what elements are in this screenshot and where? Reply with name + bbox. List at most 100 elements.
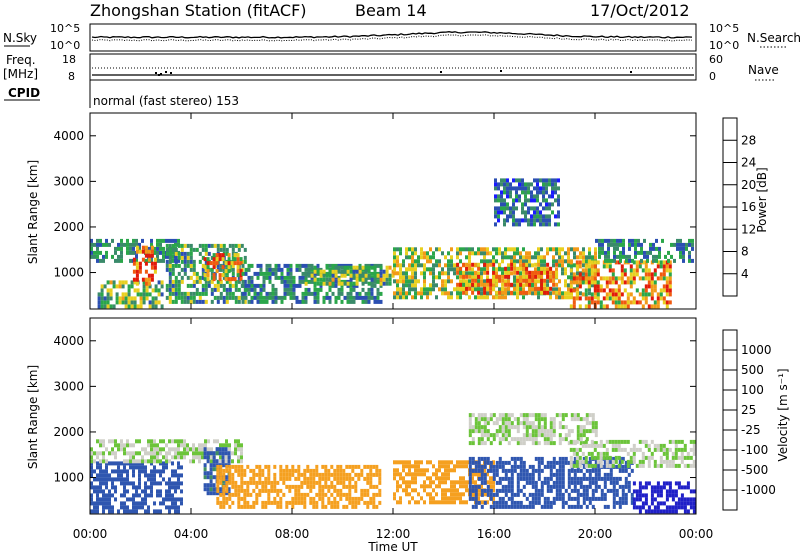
echo-cell xyxy=(376,279,380,284)
echo-cell xyxy=(333,476,337,481)
echo-cell xyxy=(215,459,219,464)
echo-cell xyxy=(177,455,180,460)
echo-cell xyxy=(637,238,640,243)
echo-cell xyxy=(480,287,483,292)
power-colorbar-tick-label: 8 xyxy=(741,245,749,259)
echo-cell xyxy=(183,291,187,296)
echo-cell xyxy=(327,496,331,501)
echo-cell xyxy=(679,246,682,251)
echo-cell xyxy=(253,295,257,300)
echo-cell xyxy=(518,186,521,191)
echo-cell xyxy=(168,287,172,292)
echo-cell xyxy=(240,447,243,452)
echo-cell xyxy=(497,186,500,191)
echo-cell xyxy=(435,492,438,497)
echo-cell xyxy=(165,493,168,498)
echo-cell xyxy=(588,456,592,461)
echo-cell xyxy=(512,218,515,223)
echo-cell xyxy=(540,263,543,268)
echo-cell xyxy=(315,464,319,469)
echo-cell xyxy=(552,255,555,260)
echo-cell xyxy=(483,464,487,469)
echo-cell xyxy=(510,472,514,477)
echo-cell xyxy=(148,292,152,297)
echo-cell xyxy=(483,480,487,485)
echo-cell xyxy=(228,480,232,485)
echo-cell xyxy=(396,488,399,493)
echo-cell xyxy=(96,505,99,510)
echo-cell xyxy=(686,501,690,506)
echo-cell xyxy=(204,279,208,284)
echo-cell xyxy=(144,245,148,250)
echo-cell xyxy=(369,468,373,473)
echo-cell xyxy=(624,480,628,485)
echo-cell xyxy=(554,198,557,203)
echo-cell xyxy=(530,194,533,199)
echo-cell xyxy=(180,473,183,478)
echo-cell xyxy=(144,493,147,498)
echo-cell xyxy=(623,439,627,444)
echo-cell xyxy=(408,484,411,489)
echo-cell xyxy=(630,468,634,473)
echo-cell xyxy=(510,464,514,469)
echo-cell xyxy=(647,280,651,285)
echo-cell xyxy=(246,488,250,493)
echo-cell xyxy=(632,260,636,265)
echo-cell xyxy=(274,291,278,296)
nave-label: Nave xyxy=(748,63,779,77)
echo-cell xyxy=(590,268,594,273)
echo-cell xyxy=(120,254,123,259)
echo-cell xyxy=(312,468,316,473)
echo-cell xyxy=(304,263,308,268)
echo-cell xyxy=(135,451,138,456)
echo-cell xyxy=(426,484,429,489)
echo-cell xyxy=(180,481,183,486)
echo-cell xyxy=(536,186,539,191)
echo-cell xyxy=(629,447,633,452)
echo-cell xyxy=(489,259,492,264)
echo-cell xyxy=(165,465,168,470)
echo-cell xyxy=(228,283,232,288)
echo-cell xyxy=(300,484,304,489)
echo-cell xyxy=(632,505,636,510)
echo-cell xyxy=(237,243,241,248)
echo-cell xyxy=(616,246,619,251)
echo-cell xyxy=(126,481,129,486)
echo-cell xyxy=(339,496,343,501)
echo-cell xyxy=(168,489,171,494)
echo-cell xyxy=(468,488,472,493)
echo-cell xyxy=(203,257,207,262)
echo-cell xyxy=(151,304,155,309)
echo-cell xyxy=(221,265,225,270)
echo-cell xyxy=(225,251,229,256)
echo-cell xyxy=(609,468,613,473)
echo-cell xyxy=(334,269,338,274)
echo-cell xyxy=(516,504,520,509)
echo-cell xyxy=(212,455,216,460)
echo-cell xyxy=(593,264,597,269)
echo-cell xyxy=(162,447,165,452)
echo-cell xyxy=(151,288,155,293)
echo-cell xyxy=(510,282,514,287)
echo-cell xyxy=(611,296,615,301)
echo-cell xyxy=(219,472,223,477)
echo-cell xyxy=(399,500,402,505)
echo-cell xyxy=(665,493,669,498)
echo-cell xyxy=(515,194,518,199)
echo-cell xyxy=(531,441,535,446)
echo-cell xyxy=(618,504,622,509)
echo-cell xyxy=(225,484,229,489)
echo-cell xyxy=(324,492,328,497)
echo-cell xyxy=(159,501,162,506)
echo-cell xyxy=(201,447,204,452)
echo-cell xyxy=(552,441,556,446)
echo-cell xyxy=(569,463,573,468)
echo-cell xyxy=(186,243,190,248)
echo-cell xyxy=(584,272,588,277)
echo-cell xyxy=(216,476,220,481)
echo-cell xyxy=(528,504,532,509)
freq-specks xyxy=(155,70,632,76)
echo-cell xyxy=(644,284,648,289)
echo-cell xyxy=(597,476,601,481)
echo-cell xyxy=(319,283,323,288)
